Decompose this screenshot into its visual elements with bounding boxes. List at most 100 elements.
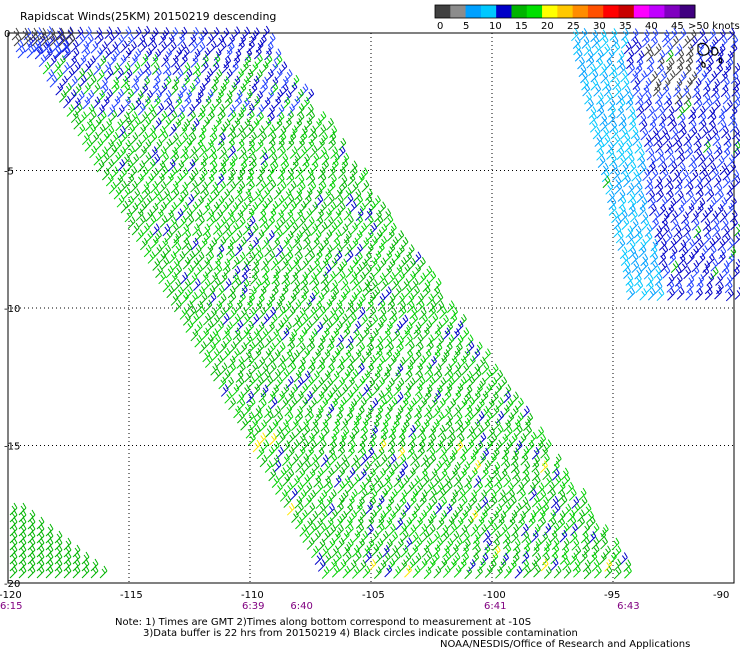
wind-barb [327,193,335,207]
wind-barb [52,61,61,74]
wind-barb [328,201,337,215]
wind-barb [46,69,55,82]
wind-barb [347,173,356,187]
wind-barb [238,146,247,160]
wind-barb [175,90,184,103]
legend-swatch [511,5,528,18]
wind-barb [235,209,244,223]
wind-barb [106,139,114,152]
wind-barb [158,181,167,194]
wind-barb [266,89,275,102]
wind-barb [247,138,256,152]
wind-barb [323,188,332,201]
wind-barb [217,109,226,123]
wind-barb [131,75,140,88]
wind-barb [355,208,364,222]
wind-barb [222,118,231,132]
wind-barb [109,109,118,123]
wind-barb [274,118,283,132]
wind-barb [234,96,243,110]
wind-barb [343,187,352,200]
wind-barb [209,124,218,138]
wind-barb [258,180,267,194]
wind-barb [159,201,167,215]
wind-barb [266,165,275,179]
wind-barb [140,131,149,145]
wind-barb [294,166,303,180]
legend-tick-label: 30 [593,21,606,32]
wind-barb [69,75,78,89]
wind-barb [181,237,190,250]
wind-barb [142,76,151,89]
wind-barb [180,145,188,159]
wind-barb [296,174,305,187]
wind-barb [308,181,317,194]
wind-barb [243,188,252,202]
wind-barb [180,132,189,145]
legend-unit-label: >50 knots [688,21,740,32]
wind-barb [228,109,237,123]
wind-barb [221,61,230,74]
wind-barb [136,173,144,187]
wind-barb [116,88,124,102]
wind-barb [100,76,108,90]
wind-barb [81,132,90,146]
wind-barb [236,138,245,152]
wind-barb [170,180,179,194]
time-label: 6:43 [617,601,639,612]
wind-barb [117,158,126,172]
wind-barb [241,97,250,111]
wind-barb [241,76,250,89]
wind-barb [164,97,173,111]
wind-barb [224,68,233,82]
note-line-3: NOAA/NESDIS/Office of Research and Appli… [440,639,690,650]
legend-swatch [480,5,497,18]
wind-barb [142,187,151,201]
wind-barb [141,181,150,194]
wind-barb [265,194,274,208]
wind-barb [295,209,304,222]
wind-barb [98,110,107,124]
wind-barb [319,201,328,214]
wind-barb [113,186,122,200]
wind-barb [131,222,140,236]
wind-barb [269,153,278,166]
wind-barb [170,54,179,68]
wind-barb [218,146,227,160]
wind-barb [202,202,211,216]
wind-barb [203,95,212,109]
wind-barb [160,130,169,144]
wind-barb [369,222,378,236]
wind-barb [301,159,310,173]
wind-barb [306,138,315,152]
wind-barb [171,132,179,146]
wind-barb [88,124,97,137]
wind-barb [171,222,179,236]
wind-barb [209,132,218,145]
legend-swatch [664,5,681,18]
wind-barb [227,138,235,151]
wind-barb [142,222,150,236]
wind-barb [207,110,215,124]
wind-barb [179,83,187,97]
legend-swatch [649,5,665,18]
wind-barb [244,89,253,102]
wind-barb [129,165,138,179]
wind-barb [197,173,205,187]
wind-barb [77,123,86,137]
wind-barb [146,104,155,117]
wind-barb [273,96,282,109]
wind-barb [228,145,236,159]
wind-barb [328,131,337,145]
wind-barb [207,103,216,117]
wind-barb [285,209,294,222]
wind-barb [267,104,275,118]
wind-barb [330,158,339,172]
wind-barb [260,159,269,173]
wind-barb [112,47,121,61]
wind-barb [183,229,192,243]
wind-barb [227,124,236,138]
wind-barb [307,173,316,187]
wind-barb [69,55,78,69]
wind-barb [256,194,265,208]
